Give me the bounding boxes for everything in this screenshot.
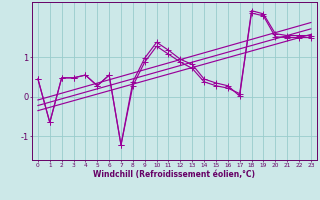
X-axis label: Windchill (Refroidissement éolien,°C): Windchill (Refroidissement éolien,°C) xyxy=(93,170,255,179)
